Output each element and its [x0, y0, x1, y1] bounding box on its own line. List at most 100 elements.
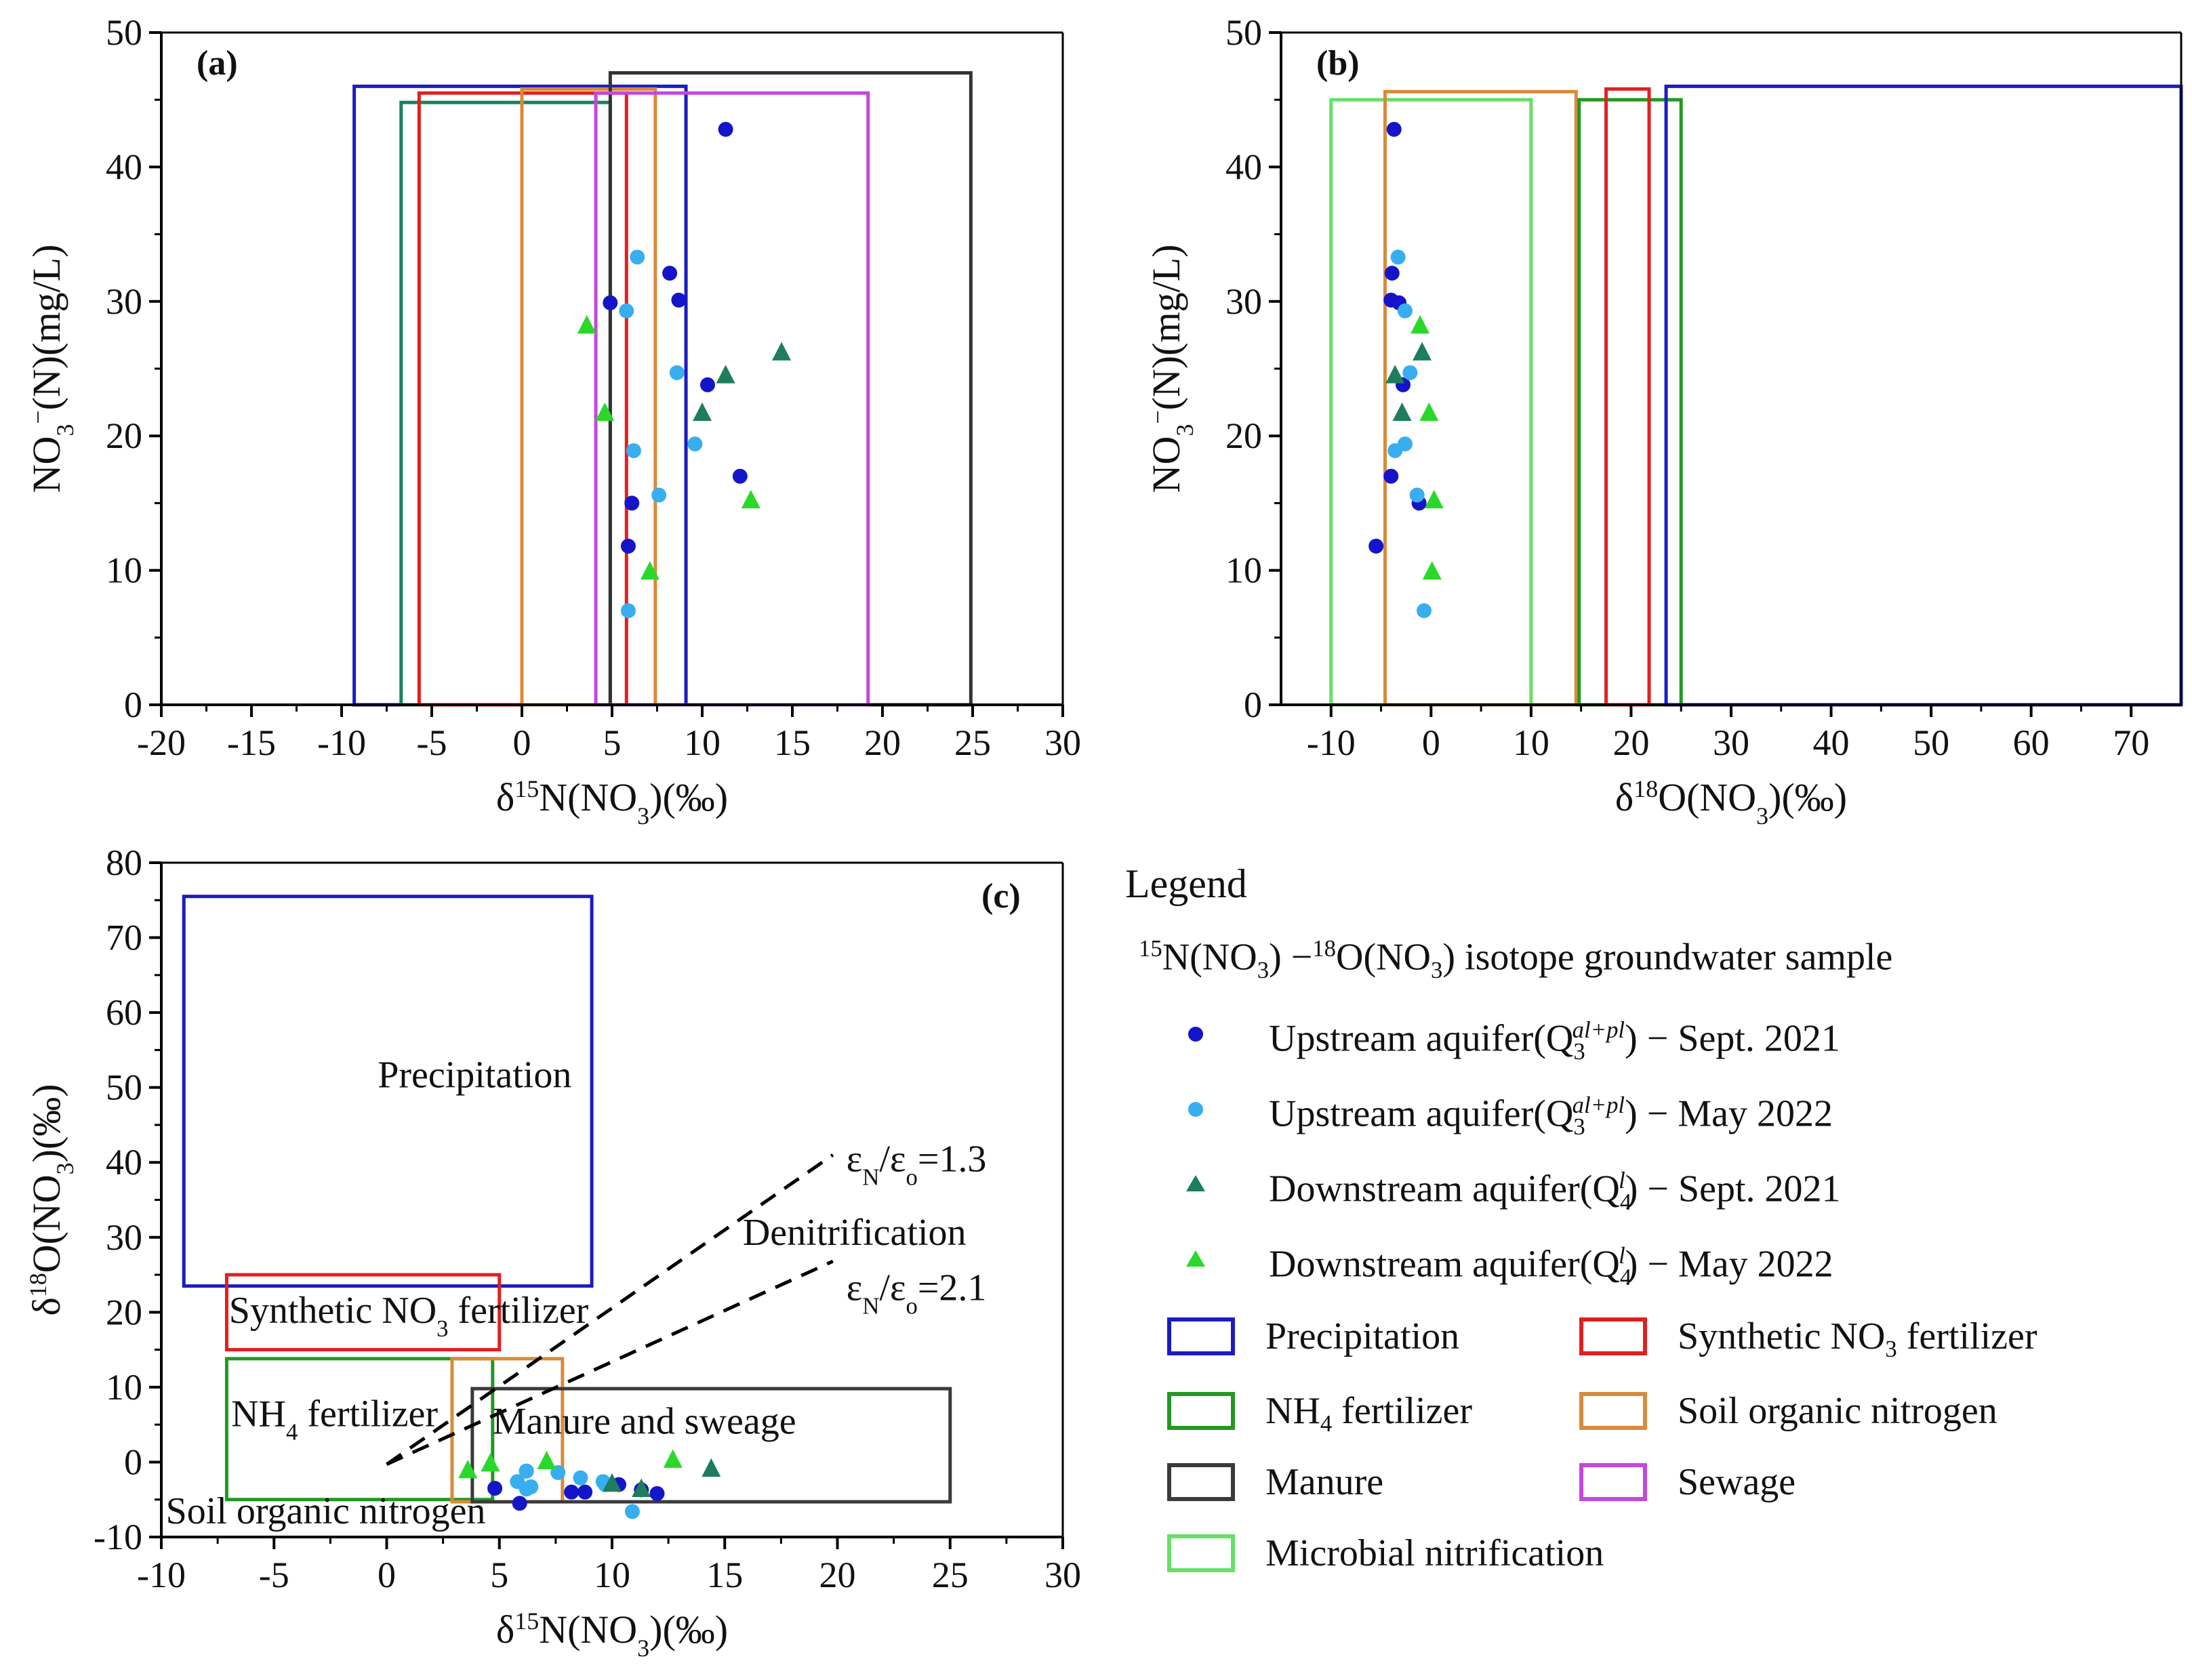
x-tick-label: -10	[137, 1555, 186, 1595]
data-point	[1424, 489, 1444, 509]
range-box-microbial-nitrification	[1329, 98, 1533, 707]
legend-series-label: Downstream aquifer(Q4l) − Sept. 2021	[1269, 1167, 1841, 1215]
legend-subtitle-sup2: 18	[1312, 935, 1337, 962]
data-point	[663, 1449, 683, 1468]
legend-range-label: Synthetic NO3 fertilizer	[1678, 1315, 2037, 1363]
legend-series-label: Upstream aquifer(Q3al+pl) − May 2022	[1269, 1092, 1833, 1140]
x-tick-label: 25	[954, 722, 991, 763]
panel-label: (a)	[197, 44, 238, 83]
data-point	[458, 1460, 478, 1479]
data-point	[632, 1478, 651, 1497]
trend-line-label-2: εN/εo=2.1	[847, 1267, 987, 1319]
data-point	[649, 1486, 665, 1501]
x-tick-label: -10	[1307, 722, 1356, 763]
triangle-marker-icon	[1181, 1242, 1228, 1283]
x-tick-label: 10	[684, 722, 720, 763]
denitrification-line-1	[386, 1153, 834, 1466]
region-label-4: Manure and sweage	[493, 1400, 796, 1442]
data-point	[640, 560, 659, 580]
y-tick-label: 0	[124, 684, 142, 725]
range-box-precipitation	[352, 84, 688, 707]
region-label-6: Denitrification	[743, 1212, 967, 1254]
panel-b-chart: -10 0 10 20 30 40 50 60 70 0 10 20 30 40 50 (b) δ18O(NO3…	[1144, 12, 2183, 829]
legend-swatch	[1167, 1534, 1235, 1572]
data-point	[537, 1450, 556, 1470]
range-box-precipitation	[1664, 84, 2183, 707]
data-point	[1417, 603, 1432, 619]
legend-subtitle: 15N(NO3) −18O(NO3) isotope groundwater s…	[1139, 935, 1892, 984]
y-tick-label: 40	[1225, 146, 1262, 187]
y-tick-label: 20	[106, 1292, 142, 1332]
data-point	[716, 365, 735, 384]
legend-subtitle-part1: N(NO	[1162, 936, 1257, 979]
range-box-precipitation	[182, 895, 594, 1288]
x-tick-label: 30	[1713, 722, 1749, 763]
data-point	[669, 365, 685, 380]
legend-swatch	[1167, 1463, 1235, 1501]
x-tick-label: 40	[1813, 722, 1850, 763]
y-tick-label: 20	[1225, 415, 1262, 456]
panel-label: (b)	[1316, 44, 1360, 83]
y-tick-label: 10	[1225, 550, 1262, 591]
x-tick-label: 30	[1044, 1555, 1081, 1595]
data-point	[1392, 402, 1412, 422]
data-point	[687, 436, 703, 452]
legend-subtitle-part4: ) isotope groundwater sample	[1442, 936, 1893, 979]
legend-subtitle-part3: O(NO	[1336, 936, 1431, 979]
legend-range-label: NH4 fertilizer	[1265, 1390, 1472, 1437]
legend-swatch	[1167, 1317, 1235, 1355]
trend-line-label-1: εN/εo=1.3	[847, 1138, 987, 1190]
y-tick-label: 0	[1244, 684, 1262, 725]
denitrification-line-2	[386, 1259, 834, 1467]
legend-series-label: Downstream aquifer(Q4l) − May 2022	[1269, 1242, 1833, 1290]
x-tick-label: 20	[864, 722, 901, 763]
x-tick-label: 0	[513, 722, 531, 763]
x-tick-label: 10	[594, 1555, 630, 1595]
x-tick-label: 5	[603, 722, 622, 763]
x-tick-label: 20	[819, 1555, 856, 1595]
data-point	[671, 292, 687, 308]
x-tick-label: -20	[137, 722, 186, 763]
y-tick-label: -10	[94, 1517, 142, 1557]
legend-range-label: Microbial nitrification	[1265, 1532, 1604, 1574]
legend-swatch	[1579, 1463, 1647, 1501]
y-tick-label: 50	[106, 1067, 142, 1108]
y-tick-label: 20	[106, 415, 142, 456]
region-label-1: Precipitation	[378, 1054, 571, 1097]
region-label-3: NH4 fertilizer	[231, 1393, 438, 1445]
data-point	[573, 1470, 588, 1486]
x-tick-label: 0	[378, 1555, 396, 1595]
legend-range-label: Sewage	[1678, 1461, 1796, 1503]
x-axis-label: δ15N(NO3)(‰)	[496, 775, 728, 829]
x-tick-label: 15	[706, 1555, 743, 1595]
legend-swatch	[1579, 1317, 1647, 1355]
data-point	[1383, 468, 1399, 484]
y-axis-label: NO3−(N)(mg/L)	[1144, 245, 1198, 493]
data-point	[577, 1484, 593, 1500]
y-tick-label: 40	[106, 1142, 142, 1183]
data-point	[1397, 303, 1413, 319]
data-point	[1409, 487, 1425, 503]
x-tick-label: 5	[490, 1555, 508, 1595]
data-point	[620, 538, 636, 554]
data-point	[772, 342, 792, 361]
x-tick-label: -15	[227, 722, 276, 763]
data-point	[564, 1484, 580, 1500]
region-label-5: Soil organic nitrogen	[166, 1490, 486, 1532]
y-tick-label: 60	[106, 992, 142, 1033]
panel-label: (c)	[981, 877, 1021, 916]
data-point	[699, 377, 715, 392]
y-axis-label: NO3−(N)(mg/L)	[24, 245, 79, 493]
data-point	[741, 489, 760, 509]
data-point	[702, 1458, 721, 1477]
x-tick-label: 70	[2113, 722, 2149, 763]
data-point	[732, 468, 748, 484]
data-point	[1410, 314, 1430, 334]
circle-marker-icon	[1181, 1092, 1228, 1132]
range-box-nh4-fertilizer	[399, 100, 612, 707]
data-point	[512, 1496, 527, 1511]
x-tick-label: 25	[932, 1555, 969, 1595]
x-tick-label: 0	[1422, 722, 1440, 763]
y-tick-label: 80	[106, 842, 142, 883]
range-box-synthetic-no3-fertilizer	[224, 1273, 502, 1352]
